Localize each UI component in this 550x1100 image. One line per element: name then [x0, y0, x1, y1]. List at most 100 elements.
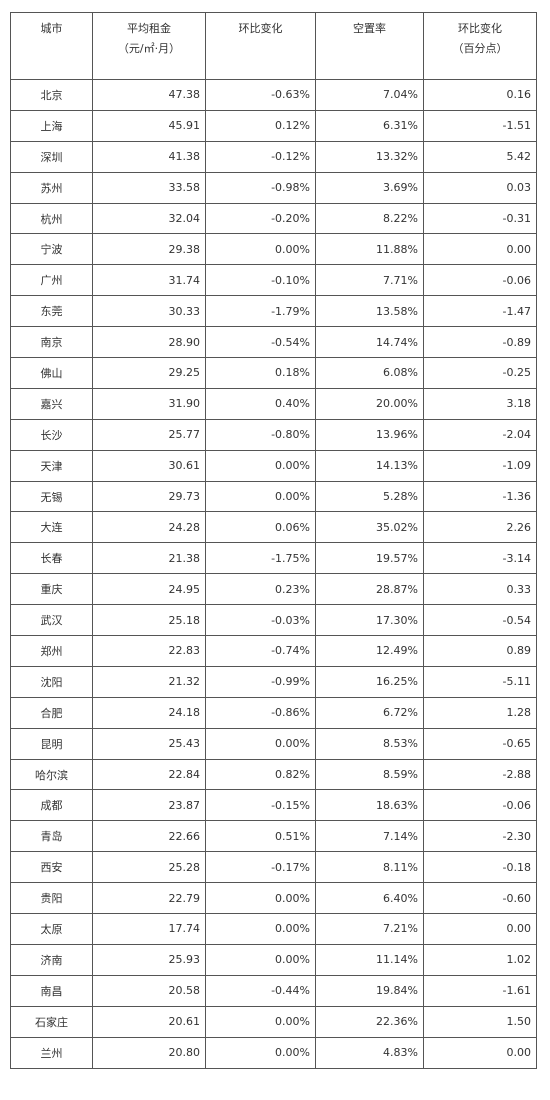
- vacancy-rate-cell: 19.84%: [315, 974, 424, 1007]
- vacancy-rate-cell: 6.31%: [315, 109, 424, 142]
- rent-change-cell: 0.18%: [205, 357, 316, 389]
- vacancy-rate-cell: 14.74%: [315, 326, 424, 359]
- vacancy-rate-cell: 4.83%: [315, 1036, 424, 1069]
- avg-rent-cell: 17.74: [92, 913, 206, 945]
- avg-rent-cell: 25.93: [92, 943, 206, 976]
- vacancy-change-cell: -1.09: [423, 449, 537, 482]
- header-vacancy-change: 环比变化 （百分点）: [423, 12, 537, 80]
- vacancy-change-cell: -0.54: [423, 604, 537, 637]
- vacancy-rate-cell: 14.13%: [315, 449, 424, 482]
- city-cell: 兰州: [10, 1036, 93, 1069]
- vacancy-change-cell: 0.33: [423, 573, 537, 606]
- avg-rent-cell: 25.28: [92, 851, 206, 884]
- rent-change-cell: -0.12%: [205, 140, 316, 173]
- rent-change-cell: 0.00%: [205, 882, 316, 915]
- vacancy-change-cell: -1.36: [423, 480, 537, 513]
- vacancy-rate-cell: 18.63%: [315, 789, 424, 822]
- avg-rent-cell: 25.18: [92, 604, 206, 637]
- vacancy-change-cell: 0.00: [423, 913, 537, 945]
- city-cell: 广州: [10, 264, 93, 297]
- avg-rent-cell: 24.95: [92, 573, 206, 606]
- city-cell: 成都: [10, 789, 93, 822]
- city-cell: 上海: [10, 109, 93, 142]
- table-row: 青岛 22.66 0.51% 7.14% -2.30: [10, 820, 537, 853]
- table-row: 南京 28.90 -0.54% 14.74% -0.89: [10, 326, 537, 359]
- table-row: 西安 25.28 -0.17% 8.11% -0.18: [10, 851, 537, 884]
- rent-change-cell: -1.75%: [205, 542, 316, 575]
- header-vacancy-label: 空置率: [353, 22, 386, 35]
- table-row: 贵阳 22.79 0.00% 6.40% -0.60: [10, 882, 537, 915]
- header-avg-rent-unit: （元/㎡·月）: [117, 42, 181, 55]
- avg-rent-cell: 33.58: [92, 171, 206, 204]
- avg-rent-cell: 30.33: [92, 295, 206, 328]
- avg-rent-cell: 30.61: [92, 449, 206, 482]
- city-cell: 东莞: [10, 295, 93, 328]
- rent-change-cell: -1.79%: [205, 295, 316, 328]
- rent-change-cell: -0.99%: [205, 665, 316, 698]
- avg-rent-cell: 22.84: [92, 758, 206, 791]
- city-cell: 南昌: [10, 974, 93, 1007]
- rent-table: 城市 平均租金 （元/㎡·月） 环比变化 空置率 环比变化 （百分点） 北京 47…: [10, 12, 537, 1069]
- vacancy-change-cell: 5.42: [423, 140, 537, 173]
- avg-rent-cell: 25.43: [92, 727, 206, 760]
- table-row: 长沙 25.77 -0.80% 13.96% -2.04: [10, 418, 537, 451]
- vacancy-rate-cell: 35.02%: [315, 511, 424, 544]
- vacancy-rate-cell: 19.57%: [315, 542, 424, 575]
- rent-change-cell: -0.54%: [205, 326, 316, 359]
- table-row: 沈阳 21.32 -0.99% 16.25% -5.11: [10, 665, 537, 698]
- city-cell: 沈阳: [10, 665, 93, 698]
- rent-change-cell: 0.00%: [205, 480, 316, 513]
- rent-table-container: 城市 平均租金 （元/㎡·月） 环比变化 空置率 环比变化 （百分点） 北京 47…: [10, 12, 537, 1069]
- rent-change-cell: -0.10%: [205, 264, 316, 297]
- vacancy-rate-cell: 12.49%: [315, 635, 424, 667]
- vacancy-rate-cell: 8.59%: [315, 758, 424, 791]
- city-cell: 重庆: [10, 573, 93, 606]
- avg-rent-cell: 31.74: [92, 264, 206, 297]
- rent-change-cell: -0.20%: [205, 202, 316, 235]
- vacancy-rate-cell: 8.22%: [315, 202, 424, 235]
- avg-rent-cell: 45.91: [92, 109, 206, 142]
- rent-change-cell: 0.06%: [205, 511, 316, 544]
- vacancy-change-cell: -0.25: [423, 357, 537, 389]
- avg-rent-cell: 21.32: [92, 665, 206, 698]
- city-cell: 苏州: [10, 171, 93, 204]
- rent-change-cell: -0.03%: [205, 604, 316, 637]
- rent-change-cell: 0.12%: [205, 109, 316, 142]
- avg-rent-cell: 32.04: [92, 202, 206, 235]
- rent-change-cell: -0.63%: [205, 79, 316, 111]
- table-row: 长春 21.38 -1.75% 19.57% -3.14: [10, 542, 537, 575]
- rent-change-cell: 0.51%: [205, 820, 316, 853]
- header-avg-rent-label: 平均租金: [127, 22, 171, 35]
- vacancy-change-cell: -0.65: [423, 727, 537, 760]
- city-cell: 北京: [10, 79, 93, 111]
- vacancy-rate-cell: 6.72%: [315, 696, 424, 729]
- avg-rent-cell: 20.58: [92, 974, 206, 1007]
- city-cell: 合肥: [10, 696, 93, 729]
- vacancy-rate-cell: 13.32%: [315, 140, 424, 173]
- avg-rent-cell: 22.79: [92, 882, 206, 915]
- vacancy-change-cell: -0.06: [423, 789, 537, 822]
- avg-rent-cell: 20.61: [92, 1005, 206, 1038]
- rent-change-cell: 0.82%: [205, 758, 316, 791]
- vacancy-change-cell: 1.50: [423, 1005, 537, 1038]
- city-cell: 深圳: [10, 140, 93, 173]
- header-city-label: 城市: [40, 22, 63, 35]
- rent-change-cell: -0.98%: [205, 171, 316, 204]
- vacancy-rate-cell: 5.28%: [315, 480, 424, 513]
- vacancy-change-cell: 1.28: [423, 696, 537, 729]
- rent-change-cell: -0.86%: [205, 696, 316, 729]
- vacancy-change-cell: -2.30: [423, 820, 537, 853]
- table-row: 郑州 22.83 -0.74% 12.49% 0.89: [10, 635, 537, 667]
- avg-rent-cell: 29.38: [92, 233, 206, 266]
- city-cell: 宁波: [10, 233, 93, 266]
- table-row: 杭州 32.04 -0.20% 8.22% -0.31: [10, 202, 537, 235]
- vacancy-change-cell: -0.60: [423, 882, 537, 915]
- rent-change-cell: 0.00%: [205, 449, 316, 482]
- vacancy-change-cell: -2.04: [423, 418, 537, 451]
- table-row: 嘉兴 31.90 0.40% 20.00% 3.18: [10, 387, 537, 420]
- city-cell: 天津: [10, 449, 93, 482]
- table-row: 无锡 29.73 0.00% 5.28% -1.36: [10, 480, 537, 513]
- city-cell: 嘉兴: [10, 387, 93, 420]
- table-row: 重庆 24.95 0.23% 28.87% 0.33: [10, 573, 537, 606]
- vacancy-rate-cell: 3.69%: [315, 171, 424, 204]
